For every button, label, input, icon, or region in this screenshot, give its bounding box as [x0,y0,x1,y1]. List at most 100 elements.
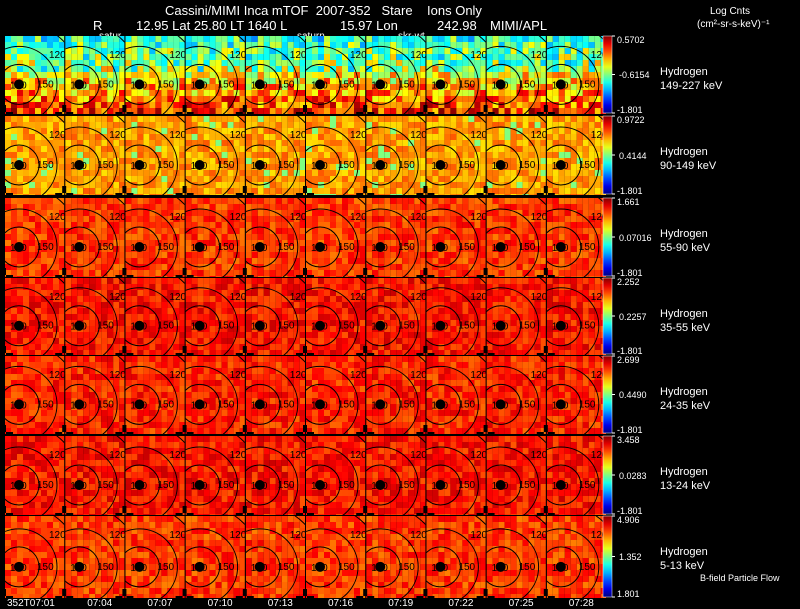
image-panel [546,516,606,598]
ring-label: 120 [531,212,548,223]
ring-label: 120 [49,212,66,223]
ring-label: 180 [251,80,268,91]
header-source: MIMI/APL [490,18,548,33]
band-species-label: Hydrogen [660,466,708,478]
ring-label: 150 [157,321,174,332]
ring-label: 120 [531,370,548,381]
ring-label: 180 [10,400,27,411]
image-panel [366,436,426,515]
ring-label: 120 [290,130,307,141]
ring-label: 180 [251,563,268,574]
time-tick-label: 07:13 [267,598,293,609]
ring-label: 150 [458,160,475,171]
ring-label: 180 [130,400,147,411]
ring-label: 150 [579,79,596,90]
band-species-label: Hydrogen [660,146,708,158]
ring-label: 150 [218,480,235,491]
band-energy-label: 24-35 keV [660,400,711,412]
colorbar [602,35,613,114]
ring-label: 150 [37,160,54,171]
ring-label: 120 [410,50,427,61]
units-line2: (cm²-sr-s-keV)⁻¹ [697,19,770,30]
ring-label: 180 [311,563,328,574]
ring-label: 150 [37,399,54,410]
ring-label: 150 [278,480,295,491]
colorbar-max-label: 0.5702 [617,35,645,45]
header-title: Cassini/MIMI Inca mTOF 2007-352 Stare Io… [165,3,482,18]
ring-label: 180 [70,400,87,411]
ring-label: 150 [579,562,596,573]
image-panel [306,516,366,598]
ring-label: 150 [398,242,415,253]
image-panel [426,436,486,515]
ring-label: 180 [431,400,448,411]
ring-label: 180 [552,400,569,411]
ring-label: 120 [230,130,247,141]
ring-label: 180 [130,563,147,574]
image-panel [65,36,125,114]
ring-label: 150 [37,79,54,90]
colorbar-max-label: 3.458 [617,435,640,445]
ring-label: 150 [218,321,235,332]
ring-label: 150 [519,480,536,491]
image-panel [366,36,426,114]
colorbar-max-label: 0.9722 [617,115,645,125]
ring-label: 180 [492,563,509,574]
colorbar-max-label: 4.906 [617,515,640,525]
ring-label: 180 [10,563,27,574]
ring-label: 120 [230,370,247,381]
image-panel [65,516,125,598]
ring-label: 150 [157,562,174,573]
colorbar [602,197,613,277]
ring-label: 150 [157,160,174,171]
image-panel [5,356,65,434]
ring-label: 150 [338,79,355,90]
ring-label: 150 [97,399,114,410]
panel-cross-marker [0,506,13,524]
image-panel [125,198,185,277]
image-panel [5,436,65,515]
ring-label: 150 [398,480,415,491]
image-panel [5,198,65,277]
ring-label: 150 [218,242,235,253]
ring-label: 150 [338,480,355,491]
image-panel [65,436,125,515]
image-panel [185,116,245,195]
colorbar-mid-label: 1.352 [619,552,642,562]
panel-cross-marker [416,589,435,607]
ring-label: 180 [70,563,87,574]
ring-label: 120 [350,50,367,61]
image-panel [65,356,125,434]
ring-label: 150 [398,562,415,573]
ring-label: 120 [49,292,66,303]
panel-cross-marker [296,589,314,607]
ring-label: 180 [130,243,147,254]
ring-label: 180 [191,322,208,333]
panel-cross-marker [0,346,13,364]
image-panel [185,278,245,355]
image-panel [546,356,606,434]
panel-cross-marker [0,105,13,123]
ring-label: 150 [338,242,355,253]
ring-label: 150 [458,562,475,573]
ring-label: 180 [311,161,328,172]
ring-label: 150 [579,160,596,171]
ring-label: 120 [350,530,367,541]
colorbar [602,355,613,434]
ring-label: 150 [218,562,235,573]
ring-label: 120 [290,50,307,61]
colorbar [602,115,613,195]
ring-label: 120 [410,212,427,223]
ring-label: 180 [10,243,27,254]
image-panel [65,198,125,277]
ring-label: 120 [350,130,367,141]
ring-label: 180 [552,322,569,333]
ring-label: 150 [458,79,475,90]
ring-label: 120 [591,530,608,541]
band-energy-label: 90-149 keV [660,160,717,172]
ring-label: 180 [311,322,328,333]
image-panel [366,198,426,277]
image-panel [185,436,245,515]
colorbar-min-label: -1.801 [617,506,643,516]
ring-label: 180 [70,161,87,172]
